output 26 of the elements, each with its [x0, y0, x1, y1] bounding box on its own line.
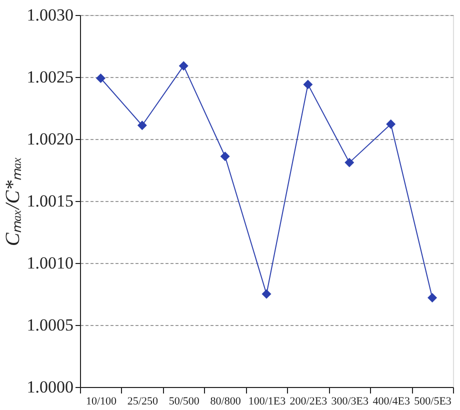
point: [262, 289, 272, 299]
y-tick-label: 1.0015: [26, 192, 74, 210]
x-tick-label: 10/100: [86, 396, 117, 408]
x-tick-label: 50/500: [168, 396, 200, 408]
point: [303, 80, 313, 90]
point: [344, 158, 354, 168]
x-tick-label: 400/4E3: [372, 396, 410, 408]
y-tick-label: 1.0000: [26, 378, 74, 396]
x-tick-label: 500/5E3: [414, 396, 452, 408]
point: [96, 73, 106, 83]
point: [137, 120, 147, 130]
y-tick-label: 1.0020: [26, 130, 74, 148]
x-tick-label: 200/2E3: [290, 396, 328, 408]
y-tick-label: 1.0030: [26, 6, 74, 24]
y-tick-label: 1.0010: [26, 254, 74, 272]
x-tick-label: 100/1E3: [248, 396, 286, 408]
point: [220, 152, 230, 162]
x-tick-label: 300/3E3: [331, 396, 370, 408]
y-tick-label: 1.0005: [26, 316, 74, 334]
point: [428, 292, 438, 302]
point: [178, 61, 188, 71]
point: [386, 119, 396, 129]
x-tick-label: 80/800: [210, 396, 242, 408]
y-axis-title: Cₘₐₓ/C*ₘₐₓ: [2, 156, 24, 246]
y-tick-label: 1.0025: [26, 68, 74, 86]
x-tick-label: 25/250: [127, 396, 158, 408]
